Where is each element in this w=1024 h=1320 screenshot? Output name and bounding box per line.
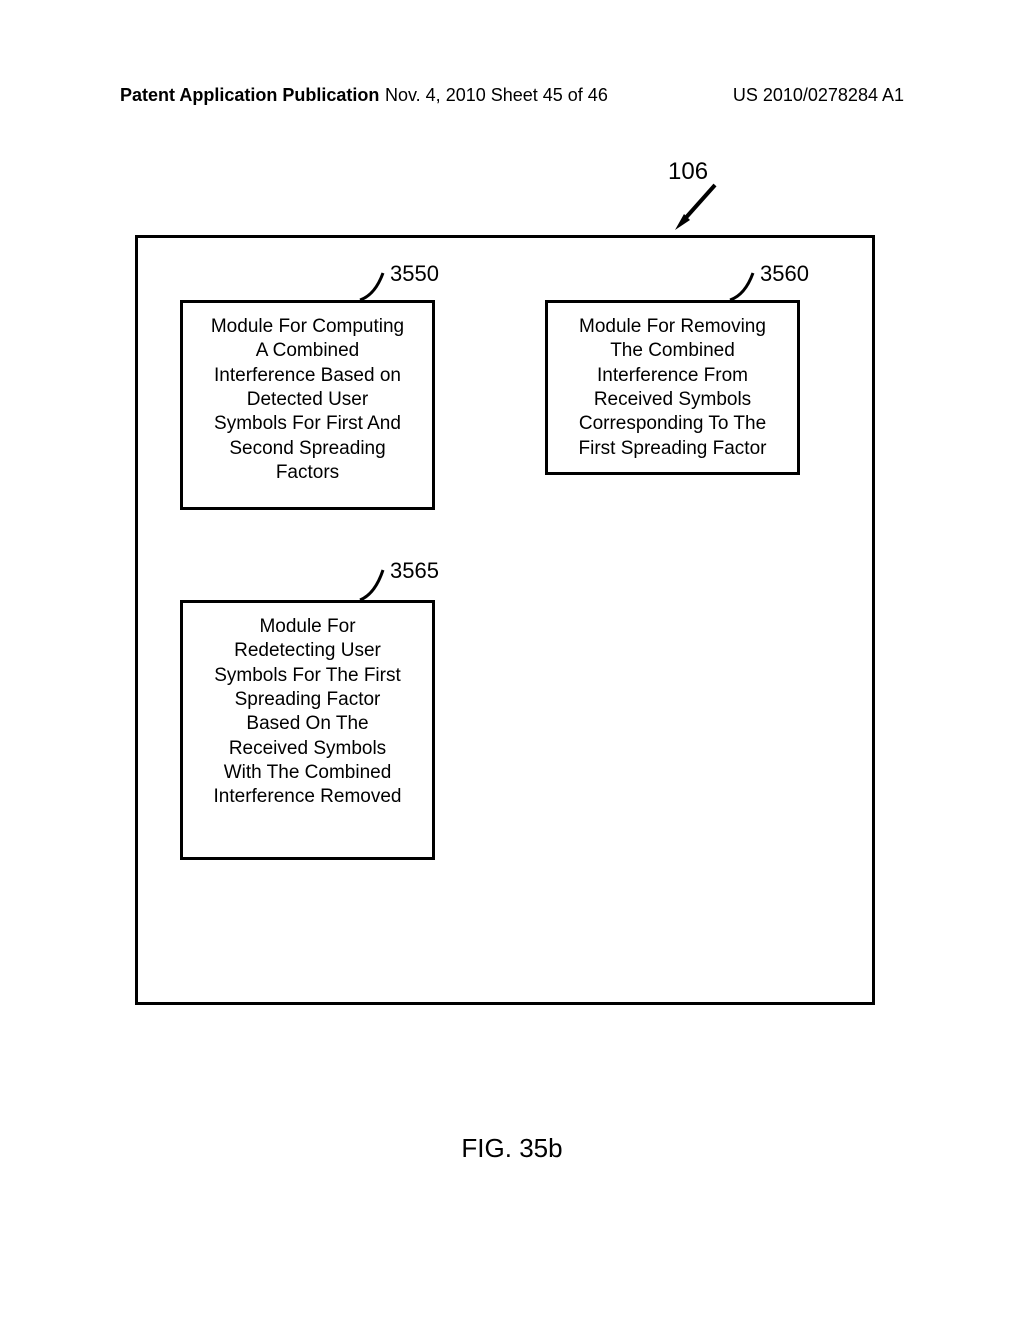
figure-label: FIG. 35b	[0, 1133, 1024, 1164]
header-row: Patent Application Publication Nov. 4, 2…	[0, 85, 1024, 106]
header-right: US 2010/0278284 A1	[733, 85, 904, 106]
ref-label-3565: 3565	[390, 558, 439, 584]
module-text-3560: Module For RemovingThe CombinedInterfere…	[579, 316, 767, 459]
header-mid: Nov. 4, 2010 Sheet 45 of 46	[385, 85, 608, 106]
module-box-3550: Module For ComputingA CombinedInterferen…	[180, 300, 435, 510]
module-box-3565: Module ForRedetecting UserSymbols For Th…	[180, 600, 435, 860]
ref-label-3560: 3560	[760, 261, 809, 287]
module-text-3550: Module For ComputingA CombinedInterferen…	[211, 316, 404, 483]
module-text-3565: Module ForRedetecting UserSymbols For Th…	[214, 616, 402, 807]
header-left: Patent Application Publication	[120, 85, 379, 106]
module-box-3560: Module For RemovingThe CombinedInterfere…	[545, 300, 800, 475]
ref-label-3550: 3550	[390, 261, 439, 287]
page: Patent Application Publication Nov. 4, 2…	[0, 0, 1024, 1320]
arrow-icon	[670, 180, 730, 235]
